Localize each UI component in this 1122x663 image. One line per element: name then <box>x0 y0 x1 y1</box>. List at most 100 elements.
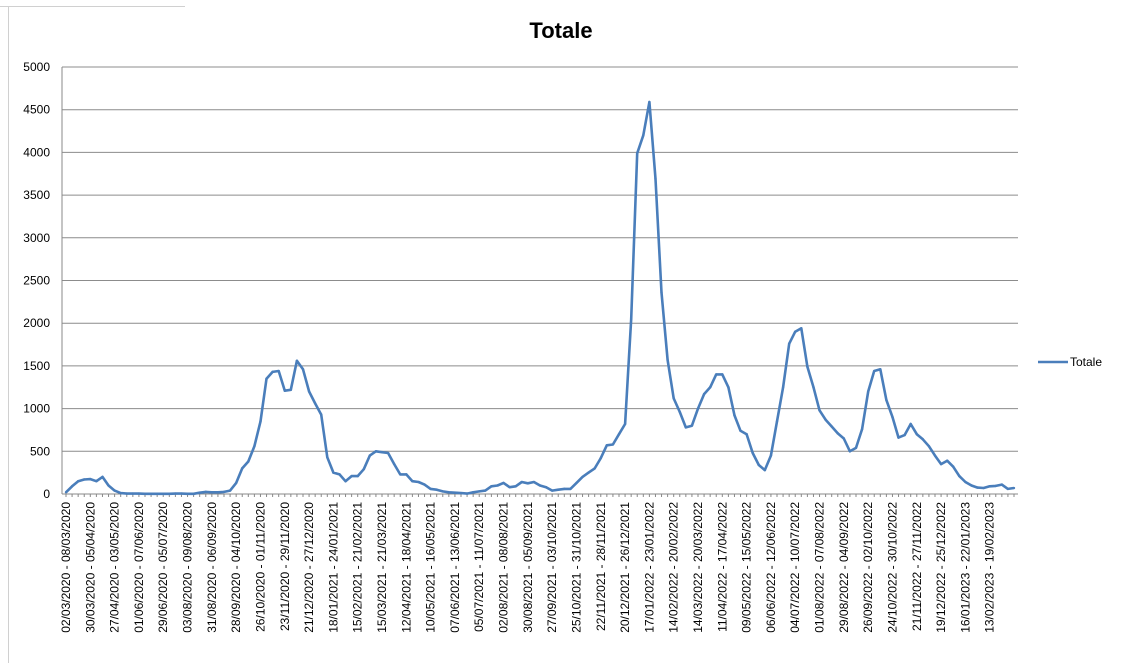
data-point <box>648 100 651 104</box>
data-point <box>587 471 590 474</box>
data-point <box>909 422 912 426</box>
data-point <box>958 474 961 478</box>
data-point <box>399 473 402 476</box>
data-point <box>107 484 110 487</box>
data-point <box>83 478 86 481</box>
data-point <box>362 468 365 471</box>
x-tick-label: 07/06/2021 - 13/06/2021 <box>448 502 462 633</box>
data-point <box>198 491 201 494</box>
data-point <box>964 480 967 484</box>
data-point <box>976 486 979 489</box>
x-tick-label: 03/08/2020 - 09/08/2020 <box>181 502 195 633</box>
data-point <box>313 402 317 405</box>
legend-label: Totale <box>1070 355 1102 369</box>
data-point <box>496 484 499 487</box>
y-tick-label: 1500 <box>23 359 50 373</box>
data-point <box>848 450 852 453</box>
data-point <box>915 433 918 436</box>
data-point <box>921 438 925 441</box>
data-point <box>806 365 809 368</box>
data-point <box>356 474 359 478</box>
data-point <box>879 368 882 371</box>
data-point <box>216 491 220 494</box>
data-point <box>180 492 183 495</box>
y-tick-label: 2000 <box>23 316 50 330</box>
data-point <box>417 480 420 484</box>
x-tick-label: 29/06/2020 - 05/07/2020 <box>156 502 170 633</box>
data-point <box>672 397 675 400</box>
data-point <box>684 426 688 429</box>
data-point <box>654 177 657 181</box>
data-point <box>508 485 511 489</box>
data-point <box>137 492 141 495</box>
data-point <box>168 492 171 496</box>
y-tick-label: 0 <box>43 487 50 501</box>
data-point <box>441 490 444 493</box>
y-tick-label: 3500 <box>23 188 50 202</box>
data-point <box>95 479 98 483</box>
data-point <box>982 486 985 490</box>
data-point <box>386 451 390 455</box>
data-point <box>775 420 779 423</box>
data-point <box>715 373 718 376</box>
x-tick-label: 27/09/2021 - 03/10/2021 <box>545 502 559 633</box>
x-tick-label: 30/08/2021 - 05/09/2021 <box>521 502 535 633</box>
x-tick-label: 26/10/2020 - 01/11/2020 <box>253 502 267 632</box>
data-point <box>149 492 153 496</box>
data-point <box>636 152 639 155</box>
data-point <box>101 475 104 479</box>
data-point <box>994 484 997 488</box>
x-tick-label: 15/02/2021 - 21/02/2021 <box>351 502 365 633</box>
data-point <box>891 415 894 419</box>
data-point <box>301 368 305 371</box>
data-point <box>945 459 949 462</box>
data-point <box>860 427 864 431</box>
data-point <box>575 481 578 485</box>
data-point <box>453 491 457 494</box>
data-point <box>794 330 797 333</box>
data-point <box>271 370 274 374</box>
data-point <box>338 473 341 476</box>
data-point <box>435 488 438 491</box>
data-point <box>320 413 323 416</box>
data-point <box>247 460 250 463</box>
x-tick-label: 28/09/2020 - 04/10/2020 <box>229 502 243 633</box>
x-tick-label: 02/03/2020 - 08/03/2020 <box>59 502 73 633</box>
data-point <box>581 475 584 479</box>
data-point <box>550 489 554 492</box>
chart-frame-left <box>8 6 9 663</box>
x-tick-label: 18/01/2021 - 24/01/2021 <box>326 502 340 633</box>
x-tick-label: 01/08/2022 - 07/08/2022 <box>813 502 827 633</box>
x-tick-label: 11/04/2022 - 17/04/2022 <box>715 502 729 632</box>
data-point <box>520 480 523 484</box>
data-point <box>514 485 517 488</box>
data-point <box>143 492 147 496</box>
x-tick-label: 14/02/2022 - 20/02/2022 <box>667 502 681 633</box>
data-point <box>617 433 621 436</box>
data-point <box>824 418 827 421</box>
x-tick-label: 25/10/2021 - 31/10/2021 <box>569 502 583 633</box>
data-point <box>557 488 560 491</box>
x-tick-label: 10/05/2021 - 16/05/2021 <box>424 502 438 633</box>
data-point <box>283 389 286 392</box>
x-tick-label: 13/02/2023 - 19/02/2023 <box>983 502 997 633</box>
data-point <box>526 482 530 485</box>
data-point <box>605 444 609 447</box>
data-point <box>660 291 663 294</box>
series-line-totale <box>65 100 1015 496</box>
data-point <box>253 444 256 448</box>
data-point <box>599 456 602 460</box>
data-point <box>484 489 487 492</box>
data-point <box>368 454 372 457</box>
data-point <box>642 134 645 137</box>
x-tick-label: 29/08/2022 - 04/09/2022 <box>837 502 851 633</box>
x-tick-label: 12/04/2021 - 18/04/2021 <box>399 502 413 633</box>
data-point <box>812 386 815 389</box>
data-point <box>629 317 633 321</box>
chart-frame-top <box>0 6 185 7</box>
data-point <box>113 489 116 492</box>
data-point <box>563 487 566 491</box>
data-point <box>678 410 681 414</box>
data-point <box>569 487 572 491</box>
